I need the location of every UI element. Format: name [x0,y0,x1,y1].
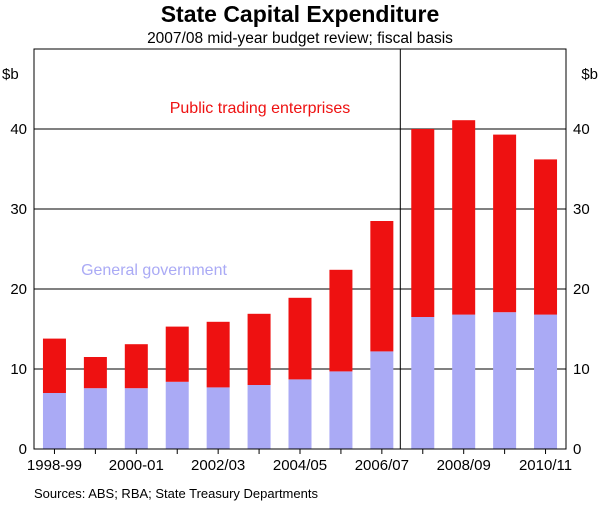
bar-general-government [329,371,353,449]
y-tick-label-left: 30 [10,201,27,218]
bar-public-trading [288,297,312,380]
bar-general-government [534,314,558,449]
x-tick-label: 2000-01 [109,457,164,474]
y-tick-label-left: 40 [10,121,27,138]
bar-public-trading [206,321,230,388]
bar-public-trading [165,326,189,382]
bar-public-trading [42,338,66,393]
bar-general-government [165,381,189,449]
bar-public-trading [247,313,271,385]
y-tick-label-right: 10 [573,361,590,378]
y-axis-unit-right: $b [581,66,598,83]
bar-general-government [42,393,66,449]
bar-public-trading [534,159,558,315]
chart-title: State Capital Expenditure [160,1,440,27]
x-tick-label: 2002/03 [191,457,245,474]
y-tick-label-right: 30 [573,201,590,218]
y-tick-label-right: 0 [573,441,581,458]
bar-general-government [247,385,271,449]
bar-public-trading [493,134,517,313]
bar-general-government [493,312,517,449]
bar-public-trading [411,129,435,317]
bar-general-government [288,379,312,449]
y-tick-label-right: 40 [573,121,590,138]
y-tick-label-right: 20 [573,281,590,298]
bar-general-government [452,314,476,449]
x-tick-label: 2008/09 [437,457,491,474]
x-tick-label: 1998-99 [27,457,82,474]
bar-public-trading [329,269,353,372]
y-tick-label-left: 0 [19,441,27,458]
chart-source: Sources: ABS; RBA; State Treasury Depart… [34,486,318,501]
x-tick-label: 2010/11 [519,457,572,474]
y-axis-unit-left: $b [2,66,19,83]
annotation-general-government: General government [81,262,227,279]
y-tick-label-left: 20 [10,281,27,298]
bar-public-trading [452,120,476,315]
bar-public-trading [83,357,107,389]
annotation-public-trading: Public trading enterprises [170,100,351,117]
chart-subtitle: 2007/08 mid-year budget review; fiscal b… [147,30,453,47]
bar-general-government [124,388,148,449]
bar-general-government [370,351,394,449]
bar-public-trading [124,344,148,389]
bar-general-government [206,387,230,449]
bar-general-government [83,388,107,449]
x-tick-label: 2006/07 [355,457,409,474]
bar-general-government [411,317,435,449]
x-tick-label: 2004/05 [273,457,327,474]
bar-public-trading [370,221,394,352]
y-tick-label-left: 10 [10,361,27,378]
